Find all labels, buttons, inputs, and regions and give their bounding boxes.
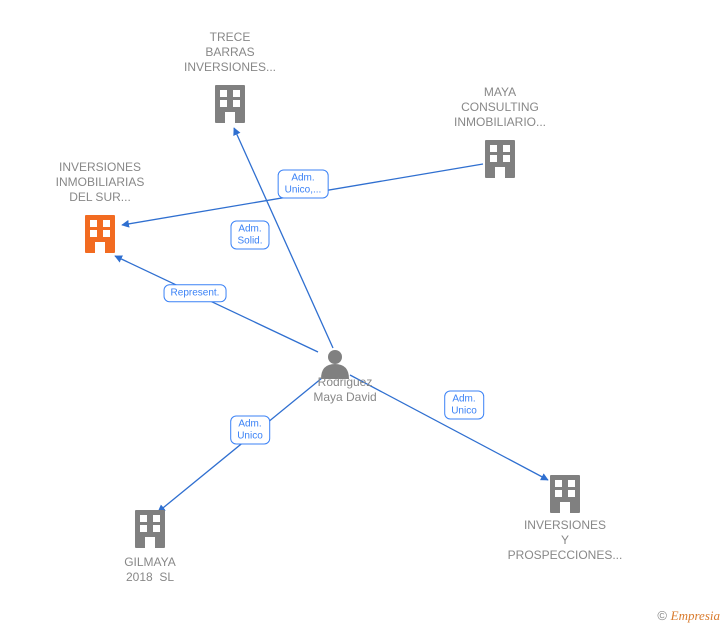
- node-label-gilmaya: GILMAYA 2018 SL: [124, 555, 176, 585]
- copyright-symbol: ©: [657, 608, 667, 623]
- edge-label-1: Represent.: [164, 284, 227, 302]
- brand-name: Empresia: [671, 608, 720, 623]
- node-label-inv-sur: INVERSIONES INMOBILIARIAS DEL SUR...: [56, 160, 145, 205]
- building-icon-trece: [215, 85, 245, 123]
- node-label-maya: MAYA CONSULTING INMOBILIARIO...: [454, 85, 546, 130]
- node-label-inv-pros: INVERSIONES Y PROSPECCIONES...: [508, 518, 623, 563]
- edge-label-3: Adm. Unico: [444, 391, 484, 420]
- credit: © Empresia: [657, 608, 720, 624]
- node-label-trece: TRECE BARRAS INVERSIONES...: [184, 30, 276, 75]
- building-icon-maya: [485, 140, 515, 178]
- edge-label-0: Adm. Solid.: [230, 221, 269, 250]
- edge-label-2: Adm. Unico: [230, 416, 270, 445]
- node-label-center: Rodriguez Maya David: [313, 375, 376, 405]
- building-icon-inv_sur: [85, 215, 115, 253]
- building-icon-inv_pros: [550, 475, 580, 513]
- building-icon-gilmaya: [135, 510, 165, 548]
- edge-label-4: Adm. Unico,...: [278, 170, 329, 199]
- edge-2: [158, 378, 322, 512]
- edge-1: [115, 256, 318, 352]
